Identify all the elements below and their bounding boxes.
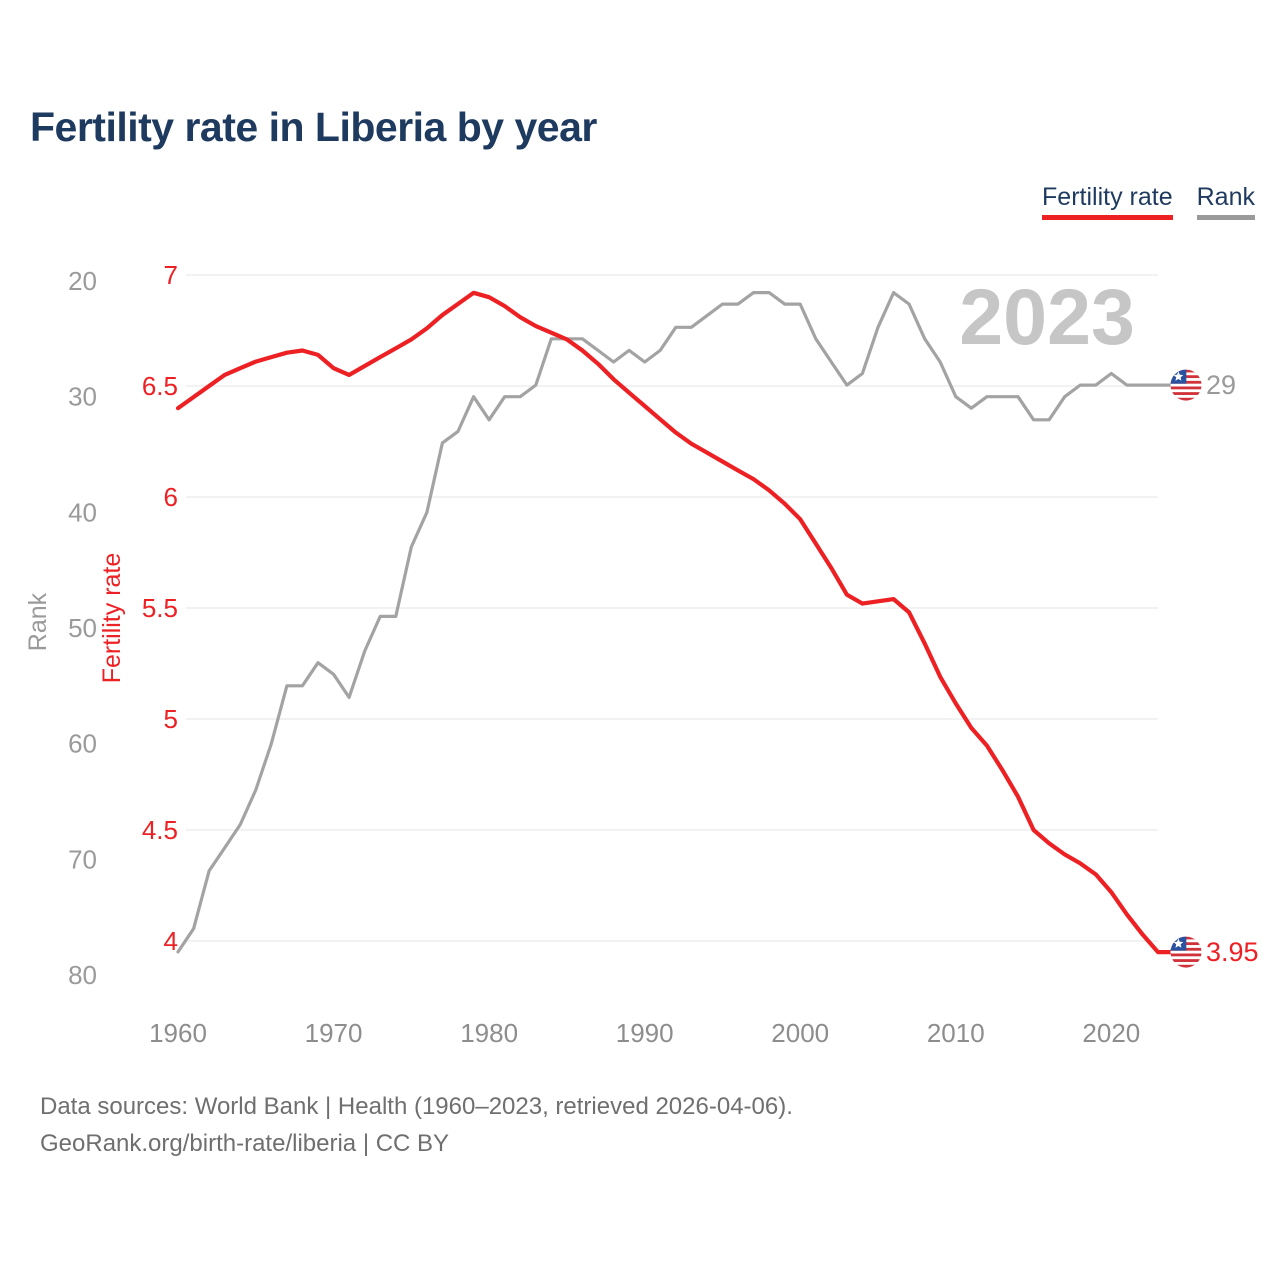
svg-text:2020: 2020 <box>1082 1018 1140 1048</box>
rank-line <box>176 291 1173 954</box>
svg-text:4: 4 <box>164 926 178 956</box>
year-axis-ticks: 1960 1970 1980 1990 2000 2010 2020 <box>149 1018 1140 1048</box>
gridlines <box>186 274 1158 942</box>
legend-item-fertility-rate[interactable]: Fertility rate <box>1042 183 1173 220</box>
svg-text:5: 5 <box>164 704 178 734</box>
svg-text:1970: 1970 <box>305 1018 363 1048</box>
watermark-year: 2023 <box>959 272 1135 361</box>
svg-text:6: 6 <box>164 482 178 512</box>
fertility-axis-ticks: 7 6.5 6 5.5 5 4.5 4 <box>142 260 178 956</box>
svg-text:80: 80 <box>68 960 97 990</box>
rank-axis-label: Rank <box>24 592 52 651</box>
svg-text:1990: 1990 <box>616 1018 674 1048</box>
svg-text:60: 60 <box>68 729 97 759</box>
liberia-flag-icon <box>1170 369 1202 401</box>
legend: Fertility rate Rank <box>1042 183 1255 220</box>
liberia-flag-icon <box>1170 936 1202 968</box>
svg-text:6.5: 6.5 <box>142 371 178 401</box>
svg-text:4.5: 4.5 <box>142 815 178 845</box>
svg-text:70: 70 <box>68 844 97 874</box>
footer: Data sources: World Bank | Health (1960–… <box>40 1088 793 1162</box>
footer-attribution: GeoRank.org/birth-rate/liberia | CC BY <box>40 1130 450 1157</box>
svg-text:2010: 2010 <box>927 1018 985 1048</box>
fertility-line <box>175 290 1173 955</box>
svg-text:7: 7 <box>164 260 178 290</box>
svg-text:40: 40 <box>68 497 97 527</box>
rank-axis-ticks: 20 30 40 50 60 70 80 <box>68 266 97 990</box>
fertility-axis-label: Fertility rate <box>98 553 126 684</box>
svg-text:20: 20 <box>68 266 97 296</box>
rank-end-value: 29 <box>1206 370 1236 400</box>
page-title: Fertility rate in Liberia by year <box>30 104 597 150</box>
legend-item-rank[interactable]: Rank <box>1196 183 1255 220</box>
svg-text:5.5: 5.5 <box>142 593 178 623</box>
fertility-end-value: 3.95 <box>1206 937 1259 967</box>
svg-text:50: 50 <box>68 613 97 643</box>
svg-text:30: 30 <box>68 382 97 412</box>
svg-text:2000: 2000 <box>771 1018 829 1048</box>
svg-text:1960: 1960 <box>149 1018 207 1048</box>
svg-text:1980: 1980 <box>460 1018 518 1048</box>
footer-data-sources: Data sources: World Bank | Health (1960–… <box>40 1093 793 1120</box>
